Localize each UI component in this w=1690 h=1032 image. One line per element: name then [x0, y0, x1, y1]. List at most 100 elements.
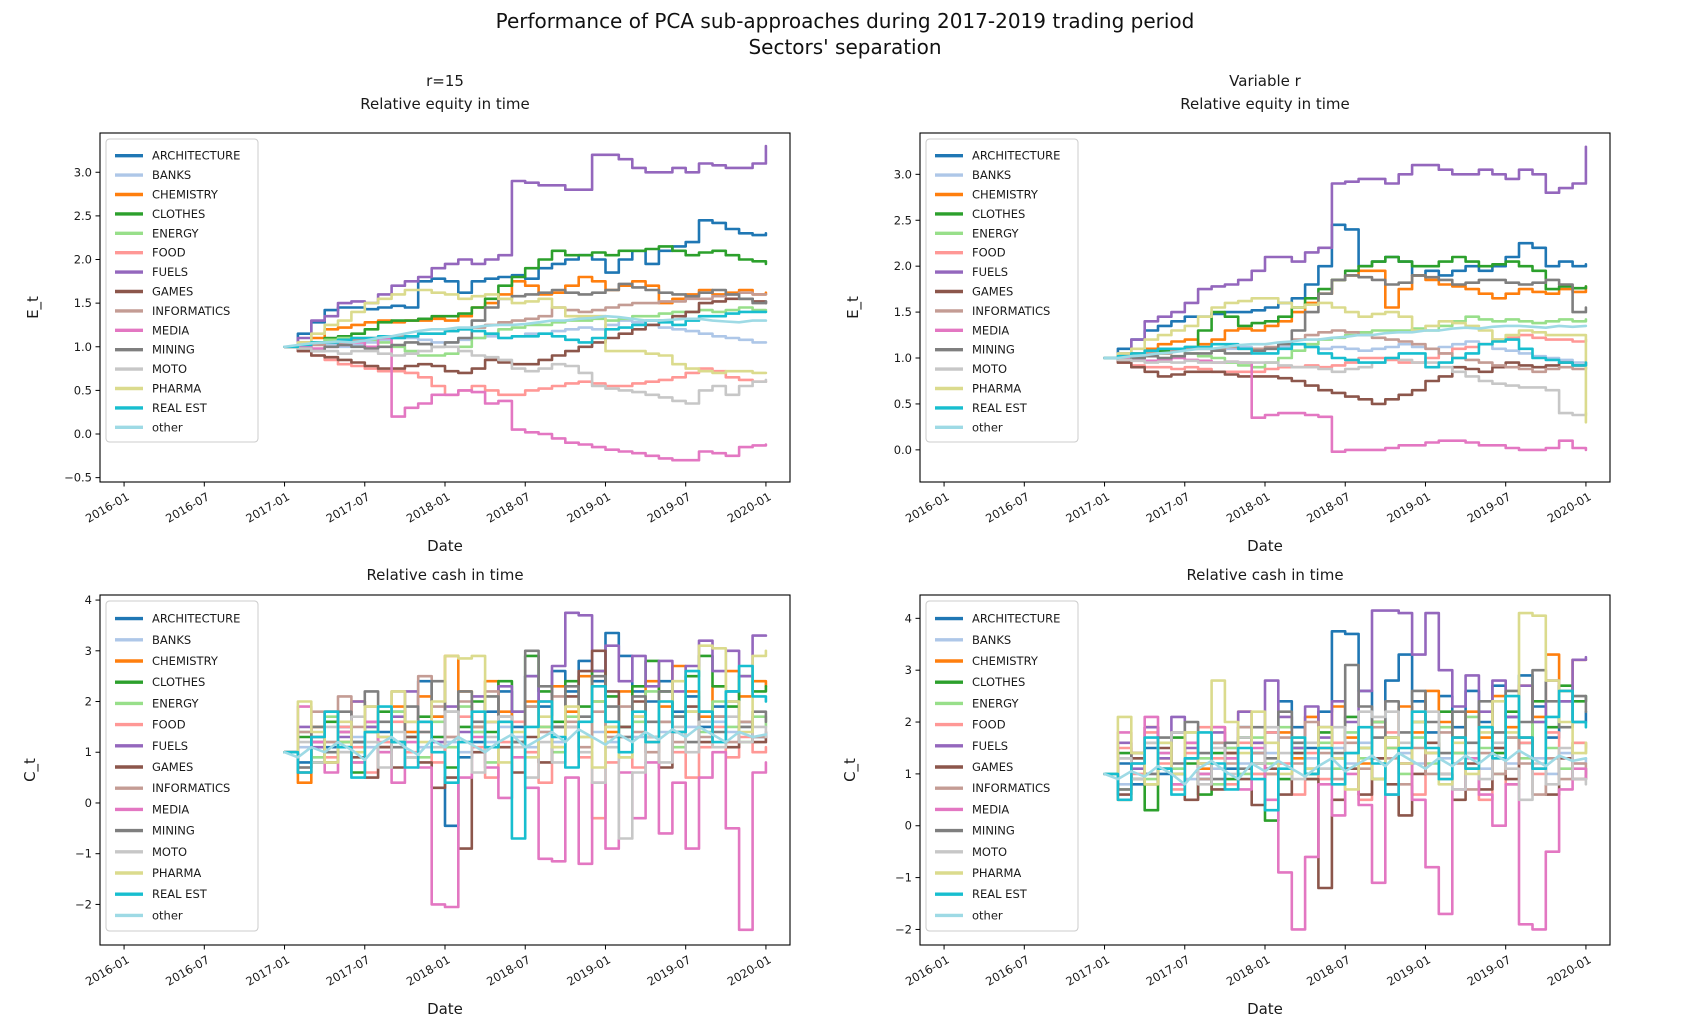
- y-axis-cash-r15: −2 −1 0 1 2 3 4: [75, 593, 100, 911]
- y-axis-label-cash-r15: C_t: [21, 758, 40, 782]
- plot-frame: [919, 594, 1611, 946]
- svg-text:2.0: 2.0: [74, 253, 92, 267]
- svg-text:2018-07: 2018-07: [484, 489, 533, 525]
- svg-text:0.5: 0.5: [74, 383, 92, 397]
- y-axis-label-cash-variable-r: C_t: [841, 758, 860, 782]
- subplot-title-cash-variable-r: Relative cash in time: [1186, 566, 1343, 584]
- svg-text:2019-07: 2019-07: [645, 489, 694, 525]
- series-line-architecture: [1103, 223, 1588, 360]
- legend-box: [105, 138, 259, 443]
- svg-text:1.0: 1.0: [894, 351, 912, 365]
- y-axis-label-equity-r15: E_t: [24, 296, 43, 319]
- legend-label-energy: ENERGY: [152, 696, 199, 710]
- legend-label-energy: ENERGY: [152, 226, 199, 240]
- legend-equity-variable-r: ARCHITECTURE BANKS CHEMISTRY CLOTHES ENERGY F…: [925, 138, 1079, 443]
- svg-text:1.5: 1.5: [894, 305, 912, 319]
- legend-label-clothes: CLOTHES: [152, 207, 205, 221]
- plot-frame: [99, 132, 791, 483]
- legend-label-other: other: [152, 908, 183, 922]
- svg-text:Variable r: Variable r: [1229, 72, 1302, 90]
- x-axis-equity-variable-r: 2016-01 2016-07 2017-01 2017-07 2018-01 2018-…: [903, 482, 1593, 526]
- legend-label-pharma: PHARMA: [152, 866, 201, 880]
- series-group-equity-variable-r: [1103, 145, 1588, 453]
- svg-text:Relative cash in time: Relative cash in time: [1186, 566, 1343, 584]
- legend-box: [105, 600, 259, 932]
- subplot-title-equity-r15: r=15 Relative equity in time: [360, 72, 530, 113]
- svg-text:2020-01: 2020-01: [725, 952, 774, 988]
- subplot-title-cash-r15: Relative cash in time: [366, 566, 523, 584]
- series-group-cash-variable-r: [1103, 609, 1588, 931]
- svg-text:2018-07: 2018-07: [1304, 952, 1353, 988]
- legend-label-banks: BANKS: [152, 633, 191, 647]
- legend-cash-variable-r: ARCHITECTURE BANKS CHEMISTRY CLOTHES ENERGY F…: [925, 600, 1079, 932]
- legend-label-mining: MINING: [152, 343, 195, 357]
- plot-frame: [919, 132, 1611, 483]
- legend-label-games: GAMES: [152, 760, 193, 774]
- svg-text:2019-01: 2019-01: [1384, 952, 1433, 988]
- legend-label-fuels: FUELS: [152, 265, 188, 279]
- legend-label-moto: MOTO: [972, 362, 1007, 376]
- legend-label-fuels: FUELS: [972, 739, 1008, 753]
- svg-text:2018-07: 2018-07: [1304, 489, 1353, 525]
- legend-label-real-est: REAL EST: [972, 887, 1028, 901]
- svg-text:4: 4: [85, 593, 92, 607]
- svg-text:2020-01: 2020-01: [1545, 489, 1594, 525]
- series-line-moto: [283, 345, 768, 405]
- legend-label-clothes: CLOTHES: [972, 207, 1025, 221]
- svg-text:0.5: 0.5: [894, 397, 912, 411]
- legend-label-banks: BANKS: [972, 633, 1011, 647]
- svg-text:2019-07: 2019-07: [1465, 952, 1514, 988]
- y-axis-cash-variable-r: −2 −1 0 1 2 3 4: [895, 611, 920, 936]
- svg-text:2017-07: 2017-07: [1144, 952, 1193, 988]
- svg-text:2018-01: 2018-01: [404, 489, 453, 525]
- y-axis-equity-variable-r: 0.0 0.5 1.0 1.5 2.0 2.5 3.0: [894, 167, 920, 457]
- legend-label-other: other: [152, 420, 183, 434]
- series-line-media: [1103, 356, 1588, 453]
- svg-text:2016-07: 2016-07: [983, 952, 1032, 988]
- series-group-equity-r15: [283, 144, 768, 462]
- series-line-games: [283, 297, 768, 375]
- svg-text:Relative cash in time: Relative cash in time: [366, 566, 523, 584]
- chart-equity-variable-r: Variable r Relative equity in time 0.0 0.5 1…: [844, 72, 1611, 555]
- svg-text:2016-07: 2016-07: [983, 489, 1032, 525]
- svg-text:2017-01: 2017-01: [1063, 489, 1112, 525]
- svg-text:1.5: 1.5: [74, 296, 92, 310]
- legend-label-chemistry: CHEMISTRY: [152, 188, 219, 202]
- x-axis-label-equity-variable-r: Date: [1247, 537, 1283, 555]
- svg-text:1.0: 1.0: [74, 340, 92, 354]
- legend-label-games: GAMES: [972, 760, 1013, 774]
- legend-label-food: FOOD: [972, 718, 1006, 732]
- legend-label-chemistry: CHEMISTRY: [972, 654, 1039, 668]
- series-line-real-est: [1103, 338, 1588, 369]
- legend-label-informatics: INFORMATICS: [972, 304, 1050, 318]
- svg-text:2019-01: 2019-01: [564, 952, 613, 988]
- x-axis-label-cash-variable-r: Date: [1247, 1000, 1283, 1018]
- svg-text:2018-01: 2018-01: [404, 952, 453, 988]
- subplot-title-equity-variable-r: Variable r Relative equity in time: [1180, 72, 1350, 113]
- svg-text:3: 3: [905, 663, 912, 677]
- legend-label-fuels: FUELS: [152, 739, 188, 753]
- svg-text:−1: −1: [895, 871, 912, 885]
- legend-label-real-est: REAL EST: [152, 401, 208, 415]
- svg-text:4: 4: [905, 611, 912, 625]
- series-line-mining: [1103, 663, 1588, 791]
- legend-label-energy: ENERGY: [972, 226, 1019, 240]
- series-line-games: [1103, 356, 1588, 406]
- chart-equity-r15: r=15 Relative equity in time −0.5 0.0 0.5 1.0…: [24, 72, 791, 555]
- svg-text:−1: −1: [75, 847, 92, 861]
- svg-text:2.5: 2.5: [894, 213, 912, 227]
- legend-label-clothes: CLOTHES: [152, 675, 205, 689]
- series-line-clothes: [283, 245, 768, 350]
- svg-text:2017-01: 2017-01: [1063, 952, 1112, 988]
- svg-text:Relative equity in time: Relative equity in time: [360, 95, 530, 113]
- legend-label-media: MEDIA: [152, 802, 189, 816]
- legend-label-informatics: INFORMATICS: [152, 781, 230, 795]
- svg-text:3.0: 3.0: [894, 167, 912, 181]
- legend-label-banks: BANKS: [152, 168, 191, 182]
- figure-suptitle: Performance of PCA sub-approaches during…: [0, 8, 1690, 60]
- legend-label-pharma: PHARMA: [152, 382, 201, 396]
- legend-label-mining: MINING: [152, 824, 195, 838]
- svg-text:3.0: 3.0: [74, 165, 92, 179]
